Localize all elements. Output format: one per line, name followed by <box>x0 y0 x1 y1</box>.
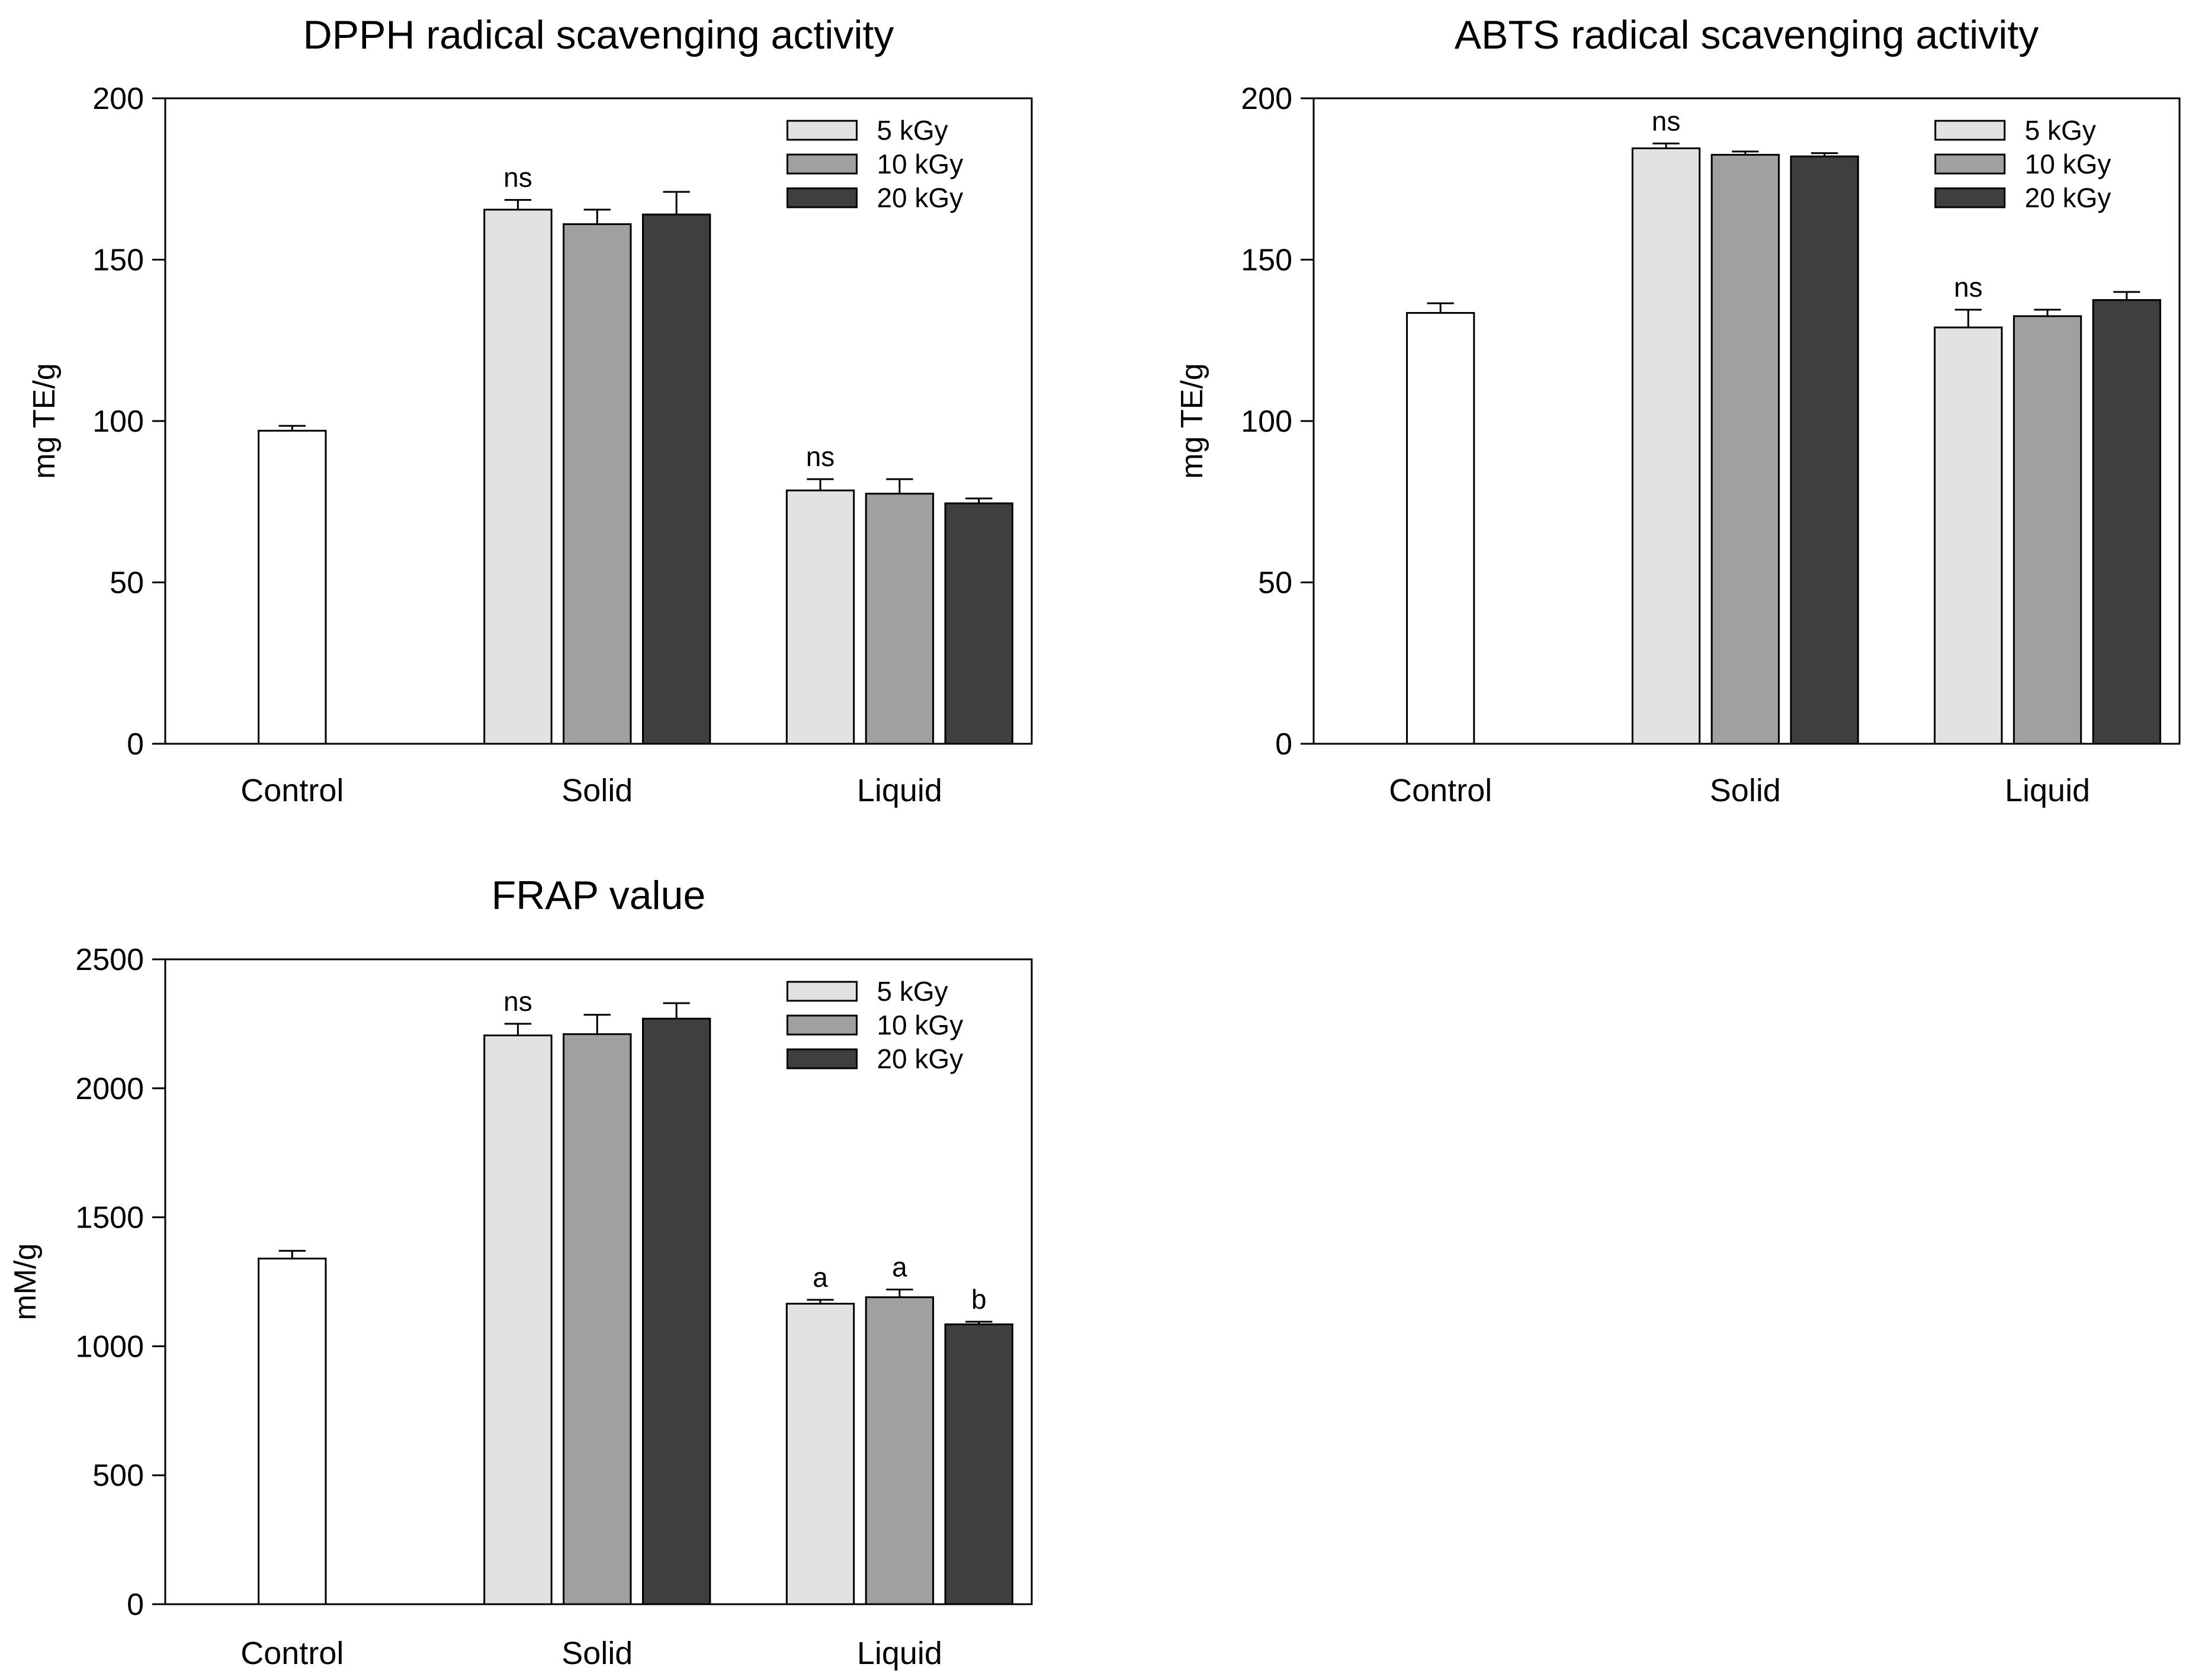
legend-label: 5 kGy <box>2025 115 2096 146</box>
chart-abts: ABTS radical scavenging activity mg TE/g 0… <box>1175 12 2181 808</box>
bar-5-kgy <box>785 489 855 745</box>
significance-label: ns <box>1652 105 1681 136</box>
chart-frap: FRAP value mM/g 0 500 1000 1500 2000 2500 Contro… <box>8 873 1033 1671</box>
x-category-label: Control <box>1389 773 1492 808</box>
plot-frame <box>164 958 1033 1605</box>
plot-frame <box>1312 97 2181 745</box>
y-tick-label: 2000 <box>75 1072 144 1106</box>
y-tick-label: 500 <box>92 1459 144 1493</box>
bar-control <box>258 429 327 745</box>
y-axis-label: mM/g <box>8 1244 43 1321</box>
y-tick-label: 0 <box>1275 727 1292 762</box>
significance-label: ns <box>503 162 532 193</box>
y-tick-label: 50 <box>1258 566 1292 600</box>
x-category-label: Control <box>240 773 344 808</box>
legend-swatch <box>1934 153 2006 175</box>
legend-label: 10 kGy <box>877 1010 963 1040</box>
x-category-label: Control <box>240 1636 344 1671</box>
y-tick-label: 2500 <box>75 943 144 977</box>
y-tick-label: 1500 <box>75 1201 144 1235</box>
bar-control <box>258 1257 327 1605</box>
x-category-label: Solid <box>561 773 633 808</box>
bar-10-kgy <box>865 1296 935 1605</box>
bar-20-kgy <box>641 213 711 745</box>
legend-label: 20 kGy <box>2025 182 2111 213</box>
legend-swatch <box>786 1048 858 1069</box>
y-tick-label: 0 <box>127 1588 144 1622</box>
y-tick-label: 50 <box>110 566 144 600</box>
bar-20-kgy <box>641 1017 711 1605</box>
legend-label: 20 kGy <box>877 182 963 213</box>
bar-5-kgy <box>1631 147 1701 745</box>
legend-swatch <box>1934 187 2006 208</box>
chart-dpph: DPPH radical scavenging activity mg TE/g 0… <box>27 12 1033 808</box>
bar-20-kgy <box>2092 299 2161 745</box>
significance-label: ns <box>1954 272 1983 303</box>
y-tick-label: 0 <box>127 727 144 762</box>
x-category-label: Liquid <box>857 773 942 808</box>
legend-swatch <box>786 187 858 208</box>
bar-20-kgy <box>944 1323 1013 1605</box>
bar-5-kgy <box>483 1035 553 1605</box>
chart-title: DPPH radical scavenging activity <box>303 12 894 57</box>
legend-label: 10 kGy <box>877 149 963 179</box>
bar-5-kgy <box>1934 326 2003 745</box>
chart-title: ABTS radical scavenging activity <box>1455 12 2039 57</box>
y-axis-label: mg TE/g <box>1175 363 1209 479</box>
legend-label: 10 kGy <box>2025 149 2111 179</box>
y-tick-label: 1000 <box>75 1329 144 1364</box>
y-axis-label: mg TE/g <box>27 363 62 479</box>
bar-10-kgy <box>1710 153 1780 745</box>
bar-5-kgy <box>483 208 553 745</box>
y-tick-label: 200 <box>92 82 144 116</box>
bar-20-kgy <box>1790 155 1859 745</box>
bar-10-kgy <box>865 493 935 745</box>
y-tick-label: 150 <box>92 243 144 278</box>
chart-title: FRAP value <box>492 873 706 918</box>
y-tick-label: 100 <box>92 404 144 439</box>
legend-swatch <box>786 981 858 1002</box>
bar-10-kgy <box>2013 315 2082 745</box>
legend-swatch <box>786 153 858 175</box>
plot-frame <box>164 97 1033 745</box>
legend-label: 5 kGy <box>877 115 948 146</box>
bar-10-kgy <box>563 223 632 745</box>
significance-label: a <box>813 1262 828 1293</box>
bar-control <box>1406 311 1475 745</box>
x-category-label: Liquid <box>2005 773 2090 808</box>
significance-label: ns <box>503 986 532 1017</box>
legend-label: 5 kGy <box>877 976 948 1007</box>
bar-5-kgy <box>785 1303 855 1605</box>
significance-label: b <box>971 1284 987 1315</box>
y-tick-label: 150 <box>1241 243 1292 278</box>
x-category-label: Liquid <box>857 1636 942 1671</box>
bar-10-kgy <box>563 1033 632 1605</box>
significance-label: a <box>892 1252 907 1283</box>
legend-swatch <box>1934 120 2006 141</box>
significance-label: ns <box>806 441 835 472</box>
x-category-label: Solid <box>561 1636 633 1671</box>
legend-swatch <box>786 120 858 141</box>
legend-label: 20 kGy <box>877 1043 963 1074</box>
legend-swatch <box>786 1014 858 1036</box>
bar-20-kgy <box>944 502 1013 745</box>
y-tick-label: 100 <box>1241 404 1292 439</box>
x-category-label: Solid <box>1710 773 1781 808</box>
y-tick-label: 200 <box>1241 82 1292 116</box>
